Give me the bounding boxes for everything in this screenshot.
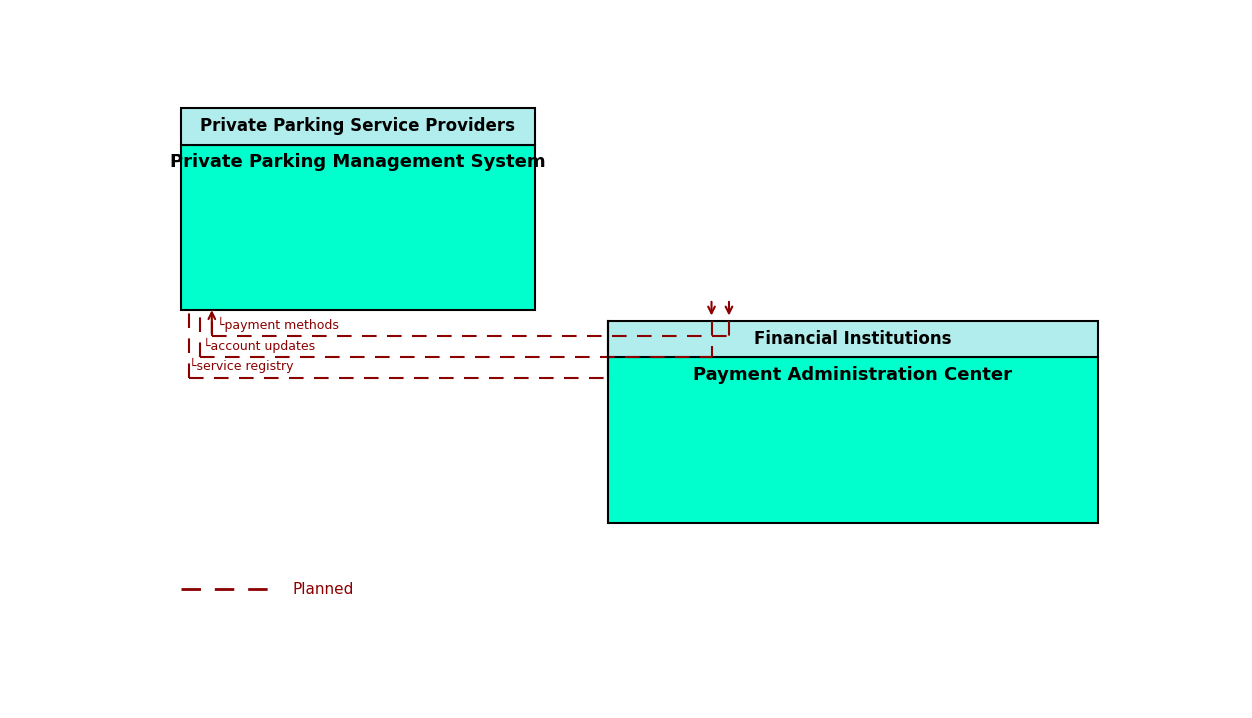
Text: Financial Institutions: Financial Institutions — [754, 330, 952, 348]
Bar — [180, 144, 535, 310]
Text: └service registry: └service registry — [189, 358, 294, 373]
Text: Payment Administration Center: Payment Administration Center — [694, 365, 1012, 383]
Text: └account updates: └account updates — [203, 337, 316, 353]
Bar — [607, 321, 1098, 358]
Text: └payment methods: └payment methods — [217, 317, 338, 332]
Text: Planned: Planned — [292, 582, 354, 597]
Text: Private Parking Service Providers: Private Parking Service Providers — [200, 118, 516, 136]
Bar — [180, 108, 535, 144]
Text: Private Parking Management System: Private Parking Management System — [170, 153, 546, 171]
Bar — [607, 358, 1098, 523]
